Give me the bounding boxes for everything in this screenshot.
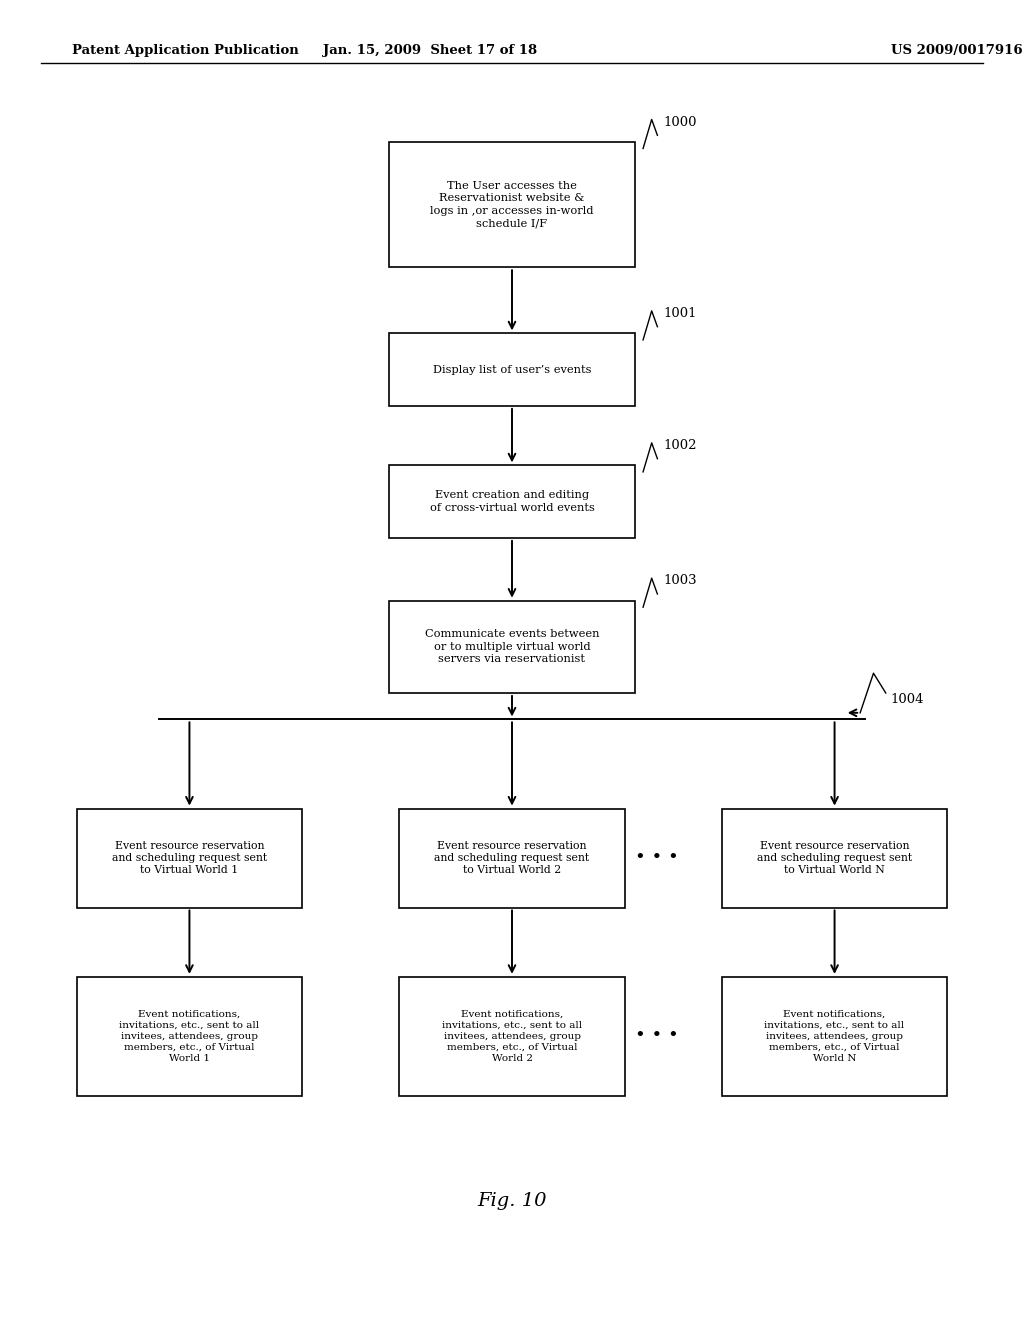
Text: Event resource reservation
and scheduling request sent
to Virtual World 2: Event resource reservation and schedulin… <box>434 841 590 875</box>
Bar <box>77 808 302 908</box>
Text: The User accesses the
Reservationist website &
logs in ,or accesses in-world
sch: The User accesses the Reservationist web… <box>430 181 594 228</box>
Text: Display list of user’s events: Display list of user’s events <box>433 364 591 375</box>
Text: Event notifications,
invitations, etc., sent to all
invitees, attendees, group
m: Event notifications, invitations, etc., … <box>120 1010 259 1063</box>
Text: Event notifications,
invitations, etc., sent to all
invitees, attendees, group
m: Event notifications, invitations, etc., … <box>442 1010 582 1063</box>
Bar <box>399 808 625 908</box>
Text: 1003: 1003 <box>664 574 697 587</box>
Text: Event resource reservation
and scheduling request sent
to Virtual World 1: Event resource reservation and schedulin… <box>112 841 267 875</box>
Text: US 2009/0017916 A1: US 2009/0017916 A1 <box>891 44 1024 57</box>
Text: Event notifications,
invitations, etc., sent to all
invitees, attendees, group
m: Event notifications, invitations, etc., … <box>765 1010 904 1063</box>
Text: 1002: 1002 <box>664 440 697 451</box>
Bar <box>77 977 302 1096</box>
Text: Event resource reservation
and scheduling request sent
to Virtual World N: Event resource reservation and schedulin… <box>757 841 912 875</box>
Bar <box>389 143 635 267</box>
Text: Event creation and editing
of cross-virtual world events: Event creation and editing of cross-virt… <box>429 491 595 512</box>
Text: • • •: • • • <box>635 1027 678 1045</box>
Bar <box>722 808 947 908</box>
Text: Communicate events between
or to multiple virtual world
servers via reservationi: Communicate events between or to multipl… <box>425 630 599 664</box>
Text: 1000: 1000 <box>664 116 697 128</box>
Bar <box>389 601 635 693</box>
Text: Jan. 15, 2009  Sheet 17 of 18: Jan. 15, 2009 Sheet 17 of 18 <box>323 44 538 57</box>
Bar <box>399 977 625 1096</box>
Text: 1004: 1004 <box>891 693 925 706</box>
Bar <box>722 977 947 1096</box>
Text: 1001: 1001 <box>664 308 697 319</box>
Text: Patent Application Publication: Patent Application Publication <box>72 44 298 57</box>
Bar <box>389 465 635 539</box>
Bar <box>389 333 635 407</box>
Text: Fig. 10: Fig. 10 <box>477 1192 547 1210</box>
Text: • • •: • • • <box>635 849 678 867</box>
